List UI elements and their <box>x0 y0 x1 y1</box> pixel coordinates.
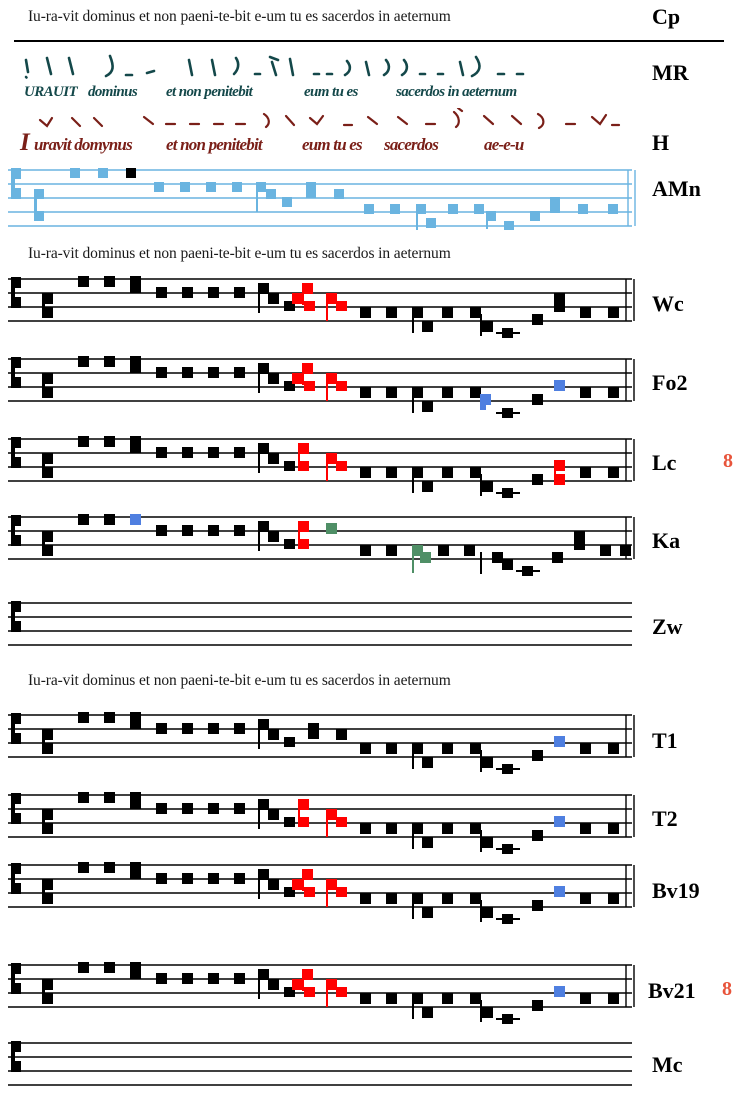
siglum-t2: T2 <box>652 806 678 831</box>
staff-ka <box>8 514 648 584</box>
staff-t2 <box>8 792 648 862</box>
staff-t1 <box>8 712 648 782</box>
svg-text:ae-e-u: ae-e-u <box>484 135 524 154</box>
svg-text:eum tu es: eum tu es <box>302 135 363 154</box>
manuscript-row-mr: URAUIT dominus et non penitebit eum tu e… <box>14 44 634 102</box>
svg-text:eum tu es: eum tu es <box>304 84 359 100</box>
chant-text-top: Iu-ra-vit dominus et non paeni-te-bit e-… <box>28 8 451 25</box>
siglum-wc: Wc <box>652 291 684 316</box>
chant-text-middle: Iu-ra-vit dominus et non paeni-te-bit e-… <box>28 245 451 262</box>
manuscript-row-h: I uravit domynus et non penitebit eum tu… <box>14 108 634 164</box>
mode-number-bv21: 8 <box>722 978 732 1000</box>
svg-text:sacerdos: sacerdos <box>383 135 439 154</box>
svg-text:sacerdos in aeternum: sacerdos in aeternum <box>395 84 517 100</box>
siglum-amn: AMn <box>652 176 701 201</box>
siglum-bv19: Bv19 <box>652 878 700 903</box>
staff-amn <box>8 166 640 230</box>
svg-text:uravit domynus: uravit domynus <box>34 135 133 154</box>
svg-text:URAUIT: URAUIT <box>24 84 79 100</box>
svg-text:dominus: dominus <box>88 84 138 100</box>
siglum-bv21: Bv21 <box>648 978 696 1003</box>
staff-lc <box>8 436 648 506</box>
siglum-t1: T1 <box>652 728 678 753</box>
siglum-mr: MR <box>652 60 689 85</box>
staff-zw <box>8 600 648 652</box>
staff-wc <box>8 276 648 346</box>
svg-text:I: I <box>19 129 31 156</box>
siglum-lc: Lc <box>652 450 677 475</box>
svg-text:et non penitebit: et non penitebit <box>166 84 254 100</box>
chant-text-lower: Iu-ra-vit dominus et non paeni-te-bit e-… <box>28 672 451 689</box>
siglum-h: H <box>652 130 670 155</box>
svg-text:et non penitebit: et non penitebit <box>166 135 264 154</box>
staff-bv21 <box>8 962 648 1032</box>
staff-fo2 <box>8 356 648 426</box>
siglum-fo2: Fo2 <box>652 370 688 395</box>
siglum-cp: Cp <box>652 4 681 29</box>
siglum-ka: Ka <box>652 528 681 553</box>
siglum-zw: Zw <box>652 614 683 639</box>
staff-bv19 <box>8 862 648 932</box>
siglum-mc: Mc <box>652 1052 683 1077</box>
staff-mc <box>8 1040 648 1092</box>
mode-number-lc: 8 <box>723 450 733 472</box>
divider-rule <box>14 40 724 42</box>
